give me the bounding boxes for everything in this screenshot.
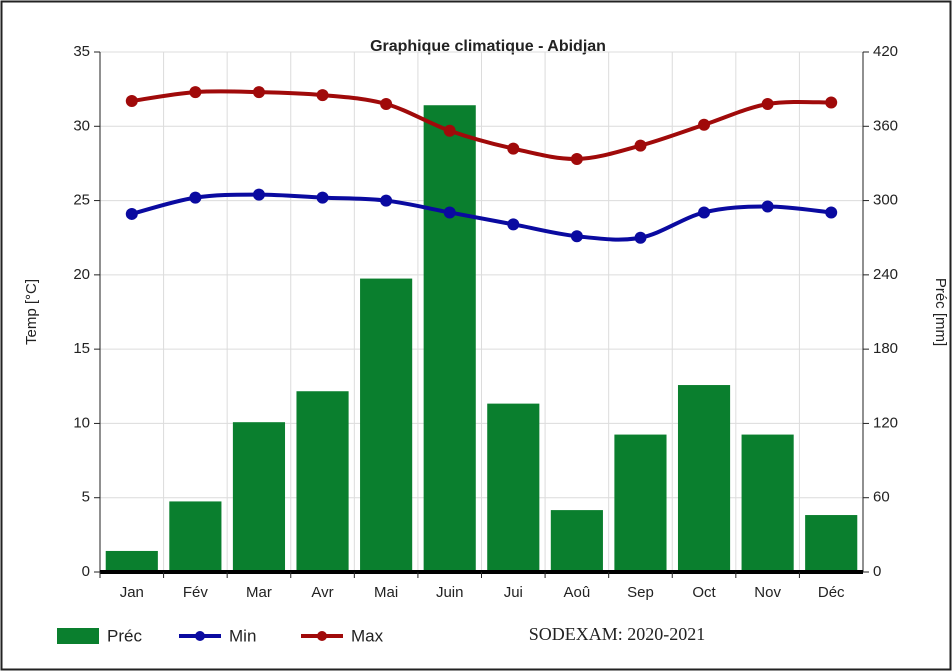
marker: [125, 95, 138, 108]
y2-tick-label: 180: [873, 340, 898, 357]
y2-tick-label: 60: [873, 489, 890, 506]
x-tick-label: Juin: [436, 584, 464, 601]
bar: [550, 510, 603, 572]
x-tick-label: Nov: [754, 584, 781, 601]
y-tick-label: 5: [82, 489, 90, 506]
y2-tick-label: 120: [873, 414, 898, 431]
bar: [296, 391, 349, 572]
x-tick-label: Oct: [692, 584, 716, 601]
marker: [825, 96, 838, 109]
marker: [189, 191, 202, 204]
bar: [232, 422, 286, 572]
legend-marker: [195, 631, 205, 641]
y-tick-label: 25: [73, 192, 90, 209]
bar: [677, 385, 731, 572]
legend-label: Préc: [107, 626, 142, 645]
marker: [316, 89, 329, 102]
marker: [698, 118, 711, 131]
y2-tick-label: 420: [873, 43, 898, 60]
marker: [380, 194, 393, 207]
marker: [443, 124, 456, 137]
marker: [252, 86, 265, 99]
x-tick-label: Avr: [311, 584, 333, 601]
y2-tick-label: 360: [873, 117, 898, 134]
marker: [634, 139, 647, 152]
marker: [316, 191, 329, 204]
marker: [570, 230, 583, 243]
legend-swatch: [57, 628, 99, 644]
x-tick-label: Jui: [504, 584, 523, 601]
marker: [507, 218, 520, 231]
marker: [507, 142, 520, 155]
y2-tick-label: 240: [873, 266, 898, 283]
y2-tick-label: 0: [873, 563, 881, 580]
chart-title: Graphique climatique - Abidjan: [370, 38, 606, 55]
y-tick-label: 0: [82, 563, 90, 580]
marker: [761, 200, 774, 213]
bar: [105, 550, 158, 572]
marker: [443, 206, 456, 219]
bar: [741, 434, 794, 572]
x-tick-label: Sep: [627, 584, 654, 601]
y-tick-label: 20: [73, 266, 90, 283]
x-tick-label: Mar: [246, 584, 272, 601]
marker: [698, 206, 711, 219]
y-tick-label: 15: [73, 340, 90, 357]
marker: [380, 98, 393, 110]
marker: [761, 98, 774, 110]
legend-label: Min: [229, 626, 256, 645]
marker: [570, 152, 583, 165]
marker: [189, 86, 202, 99]
y2-tick-label: 300: [873, 192, 898, 209]
bar: [360, 278, 413, 572]
legend-label: Max: [351, 626, 384, 645]
bar: [423, 105, 476, 572]
bar: [169, 501, 222, 572]
y-tick-label: 10: [73, 414, 90, 431]
y-tick-label: 30: [73, 117, 90, 134]
x-tick-label: Déc: [818, 584, 845, 601]
x-tick-label: Fév: [183, 584, 209, 601]
y2-axis-label: Préc [mm]: [932, 278, 949, 346]
marker: [125, 207, 138, 220]
legend-marker: [317, 631, 327, 641]
marker: [252, 188, 265, 201]
marker: [634, 231, 647, 244]
x-tick-label: Aoû: [564, 584, 591, 601]
y-tick-label: 35: [73, 43, 90, 60]
x-tick-label: Mai: [374, 584, 398, 601]
bar: [487, 403, 540, 572]
bar: [805, 515, 858, 572]
annotation: SODEXAM: 2020-2021: [529, 624, 706, 644]
bar: [614, 434, 667, 572]
x-tick-label: Jan: [120, 584, 144, 601]
marker: [825, 206, 838, 219]
y-axis-label: Temp [°C]: [23, 279, 40, 345]
